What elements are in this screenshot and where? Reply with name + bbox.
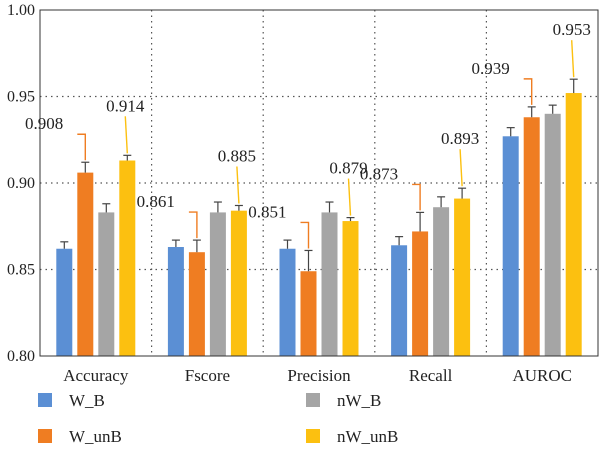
data-label: 0.861 <box>137 192 175 211</box>
legend-label: W_unB <box>69 427 122 446</box>
bar <box>98 212 115 356</box>
data-label: 0.873 <box>360 164 398 183</box>
data-label: 0.953 <box>553 20 591 39</box>
y-tick-label: 0.85 <box>7 262 35 279</box>
legend-swatch <box>38 429 52 443</box>
bar <box>433 207 450 356</box>
legend-swatch <box>38 393 52 407</box>
bar <box>523 117 540 356</box>
bar <box>321 212 338 356</box>
bar <box>167 247 184 356</box>
category-label: Accuracy <box>63 366 129 385</box>
category-label: Precision <box>287 366 351 385</box>
category-label: Recall <box>409 366 453 385</box>
data-label: 0.851 <box>248 202 286 221</box>
bar <box>342 221 359 356</box>
data-label: 0.939 <box>471 59 509 78</box>
plot-frame <box>39 9 599 357</box>
legend: W_B W_unB nW_B nW_unB <box>38 391 398 446</box>
y-tick-label: 0.80 <box>7 348 35 365</box>
data-label-leader <box>77 133 87 161</box>
data-label-leader <box>188 211 198 239</box>
bar <box>230 210 247 356</box>
bar <box>188 252 205 356</box>
bar <box>544 113 561 356</box>
legend-swatch <box>306 429 320 443</box>
data-label: 0.914 <box>106 96 145 115</box>
data-label-leader <box>124 116 128 154</box>
bar <box>391 245 408 356</box>
legend-label: nW_B <box>337 391 381 410</box>
data-label-leader <box>571 40 575 78</box>
error-bars <box>60 78 578 272</box>
bar <box>77 172 94 356</box>
y-tick-label: 0.95 <box>7 89 35 106</box>
data-label: 0.893 <box>441 129 479 148</box>
bar <box>412 231 429 356</box>
data-label-leader <box>300 221 310 249</box>
y-axis-tick-labels: 0.80 0.85 0.90 0.95 1.00 <box>7 2 35 365</box>
legend-swatch <box>306 393 320 407</box>
legend-label: W_B <box>69 391 105 410</box>
y-tick-label: 1.00 <box>7 2 35 19</box>
bar <box>454 198 471 356</box>
data-label-leader <box>459 149 463 187</box>
bar <box>209 212 226 356</box>
data-label: 0.885 <box>218 146 256 165</box>
data-label: 0.879 <box>329 159 367 178</box>
bars <box>56 93 582 356</box>
data-label: 0.908 <box>25 114 63 133</box>
category-label: Fscore <box>185 366 230 385</box>
x-axis-category-labels: Accuracy Fscore Precision Recall AUROC <box>63 366 572 385</box>
bar <box>279 248 296 356</box>
data-label-leader <box>236 166 240 204</box>
bar <box>300 271 317 356</box>
bar <box>565 93 582 356</box>
bar <box>119 160 136 356</box>
category-label: AUROC <box>512 366 572 385</box>
bar <box>56 248 73 356</box>
legend-label: nW_unB <box>337 427 398 446</box>
data-label-leader <box>412 183 421 211</box>
data-label-leader <box>347 178 352 216</box>
data-label-leader <box>523 78 533 105</box>
y-tick-label: 0.90 <box>7 175 35 192</box>
bar <box>502 136 519 356</box>
